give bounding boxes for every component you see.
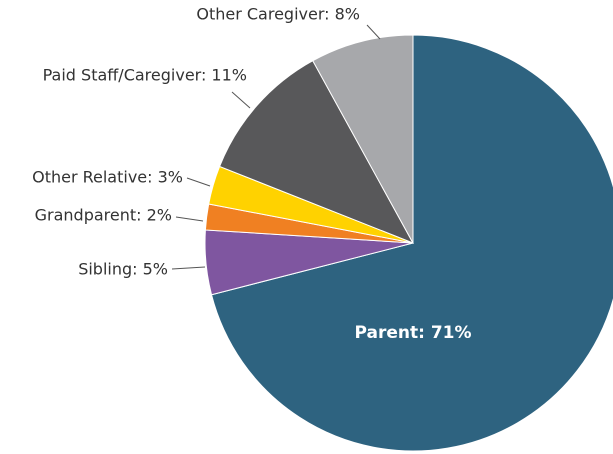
slice-label: Parent: 71% (354, 323, 471, 343)
pie-slice (312, 34, 414, 244)
leader-line (231, 91, 251, 109)
slice-label: Other Relative: 3% (32, 168, 183, 187)
pie-slice (218, 60, 415, 244)
leader-line (366, 24, 381, 40)
slice-label: Sibling: 5% (78, 260, 168, 279)
leader-line (175, 216, 204, 222)
leader-line (186, 177, 211, 187)
slice-label: Grandparent: 2% (35, 206, 172, 225)
slice-label: Other Caregiver: 8% (196, 5, 360, 24)
slice-label: Paid Staff/Caregiver: 11% (43, 66, 247, 85)
leader-line (171, 266, 206, 270)
pie-slice (210, 34, 613, 452)
